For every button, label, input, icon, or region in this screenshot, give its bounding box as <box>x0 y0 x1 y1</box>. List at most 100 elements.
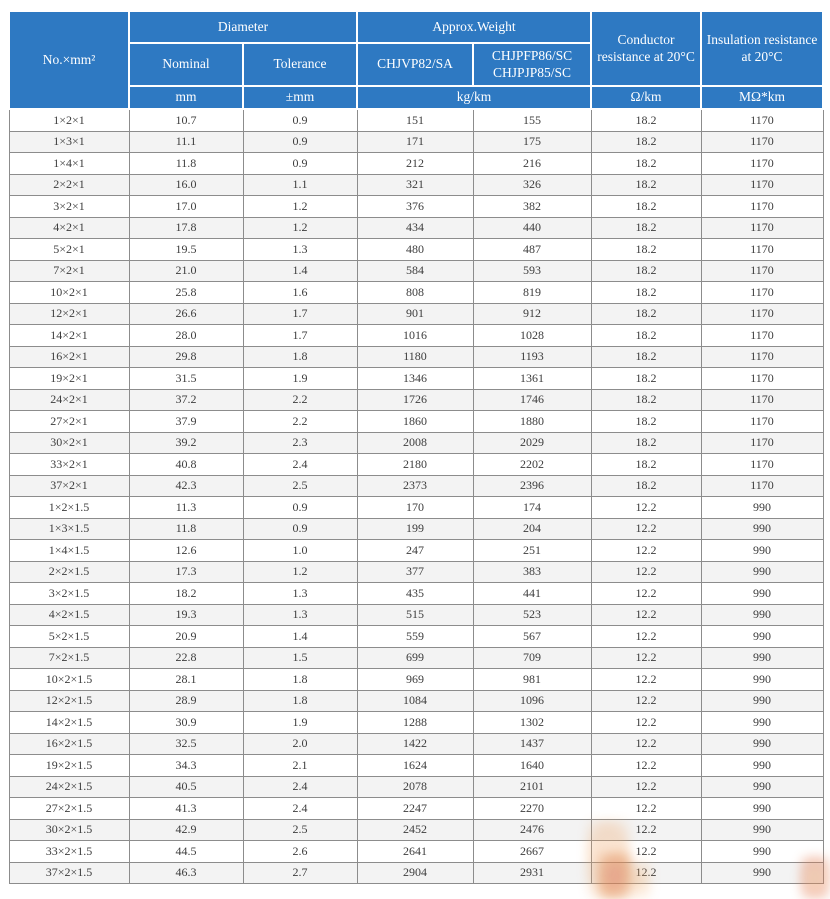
table-cell: 12.2 <box>590 818 702 841</box>
table-cell: 1.0 <box>242 539 358 562</box>
table-cell: 1.3 <box>242 603 358 626</box>
table-cell: 12.2 <box>590 840 702 863</box>
unit-conductor-ohmkm: Ω/km <box>590 85 703 110</box>
table-cell: 14×2×1 <box>8 324 130 347</box>
table-row: 16×2×1 29.8 1.8 1180 1193 18.2 1170 <box>8 345 824 368</box>
table-cell: 515 <box>356 603 474 626</box>
table-cell: 1.7 <box>242 324 358 347</box>
table-cell: 12×2×1.5 <box>8 689 130 712</box>
table-body: 1×2×1 10.7 0.9 151 155 18.2 1170 1×3×1 11.1 0.9 17… <box>8 108 824 884</box>
table-cell: 30×2×1 <box>8 431 130 454</box>
table-cell: 4×2×1 <box>8 216 130 239</box>
table-cell: 1726 <box>356 388 474 411</box>
table-cell: 326 <box>472 173 592 196</box>
table-row: 5×2×1.5 20.9 1.4 559 567 12.2 990 <box>8 625 824 648</box>
table-cell: 27×2×1 <box>8 410 130 433</box>
table-cell: 18.2 <box>590 281 702 304</box>
table-cell: 1.8 <box>242 668 358 691</box>
table-row: 33×2×1 40.8 2.4 2180 2202 18.2 1170 <box>8 453 824 476</box>
table-cell: 2904 <box>356 861 474 884</box>
table-cell: 19.5 <box>128 238 244 261</box>
table-cell: 18.2 <box>590 388 702 411</box>
table-row: 7×2×1 21.0 1.4 584 593 18.2 1170 <box>8 259 824 282</box>
table-cell: 2202 <box>472 453 592 476</box>
table-cell: 18.2 <box>590 431 702 454</box>
table-cell: 2.4 <box>242 797 358 820</box>
table-cell: 1180 <box>356 345 474 368</box>
table-cell: 40.5 <box>128 775 244 798</box>
table-cell: 46.3 <box>128 861 244 884</box>
header-tolerance: Tolerance <box>241 42 359 87</box>
table-row: 27×2×1.5 41.3 2.4 2247 2270 12.2 990 <box>8 797 824 820</box>
table-cell: 990 <box>700 560 824 583</box>
table-cell: 382 <box>472 195 592 218</box>
table-cell: 990 <box>700 625 824 648</box>
table-row: 12×2×1.5 28.9 1.8 1084 1096 12.2 990 <box>8 689 824 712</box>
unit-weight-kgkm: kg/km <box>356 85 593 110</box>
table-row: 14×2×1 28.0 1.7 1016 1028 18.2 1170 <box>8 324 824 347</box>
table-cell: 1640 <box>472 754 592 777</box>
table-cell: 30.9 <box>128 711 244 734</box>
table-cell: 2452 <box>356 818 474 841</box>
table-cell: 1170 <box>700 324 824 347</box>
table-row: 2×2×1 16.0 1.1 321 326 18.2 1170 <box>8 173 824 196</box>
table-cell: 12.2 <box>590 797 702 820</box>
table-cell: 18.2 <box>590 302 702 325</box>
table-cell: 12×2×1 <box>8 302 130 325</box>
table-cell: 1096 <box>472 689 592 712</box>
table-cell: 2.4 <box>242 775 358 798</box>
table-cell: 151 <box>356 108 474 132</box>
header-weight-type-b-line2: CHJPJP85/SC <box>492 64 572 80</box>
table-cell: 1.9 <box>242 711 358 734</box>
table-cell: 808 <box>356 281 474 304</box>
table-cell: 12.2 <box>590 668 702 691</box>
table-cell: 2078 <box>356 775 474 798</box>
table-cell: 2476 <box>472 818 592 841</box>
table-cell: 18.2 <box>590 259 702 282</box>
table-cell: 1746 <box>472 388 592 411</box>
table-row: 24×2×1.5 40.5 2.4 2078 2101 12.2 990 <box>8 775 824 798</box>
table-cell: 17.0 <box>128 195 244 218</box>
table-cell: 1.9 <box>242 367 358 390</box>
table-cell: 2.2 <box>242 410 358 433</box>
table-cell: 1170 <box>700 388 824 411</box>
table-cell: 1×2×1.5 <box>8 496 130 519</box>
table-cell: 1624 <box>356 754 474 777</box>
table-row: 19×2×1 31.5 1.9 1346 1361 18.2 1170 <box>8 367 824 390</box>
header-weight-type-b: CHJPFP86/SC CHJPJP85/SC <box>472 42 593 87</box>
table-cell: 1×3×1 <box>8 130 130 153</box>
table-cell: 2008 <box>356 431 474 454</box>
table-cell: 18.2 <box>590 173 702 196</box>
table-cell: 5×2×1 <box>8 238 130 261</box>
table-row: 4×2×1.5 19.3 1.3 515 523 12.2 990 <box>8 603 824 626</box>
table-row: 30×2×1 39.2 2.3 2008 2029 18.2 1170 <box>8 431 824 454</box>
table-cell: 1.5 <box>242 646 358 669</box>
table-cell: 377 <box>356 560 474 583</box>
table-cell: 901 <box>356 302 474 325</box>
table-cell: 26.6 <box>128 302 244 325</box>
table-cell: 487 <box>472 238 592 261</box>
table-cell: 2.0 <box>242 732 358 755</box>
table-cell: 41.3 <box>128 797 244 820</box>
header-weight-type-a: CHJVP82/SA <box>356 42 475 87</box>
table-cell: 18.2 <box>128 582 244 605</box>
table-cell: 2×2×1.5 <box>8 560 130 583</box>
table-cell: 18.2 <box>590 345 702 368</box>
table-cell: 28.1 <box>128 668 244 691</box>
table-cell: 19.3 <box>128 603 244 626</box>
table-cell: 1170 <box>700 195 824 218</box>
table-cell: 39.2 <box>128 431 244 454</box>
table-cell: 1170 <box>700 259 824 282</box>
table-cell: 174 <box>472 496 592 519</box>
table-cell: 440 <box>472 216 592 239</box>
table-cell: 3×2×1.5 <box>8 582 130 605</box>
table-cell: 1084 <box>356 689 474 712</box>
table-cell: 1170 <box>700 238 824 261</box>
table-cell: 559 <box>356 625 474 648</box>
table-row: 1×3×1 11.1 0.9 171 175 18.2 1170 <box>8 130 824 153</box>
table-row: 4×2×1 17.8 1.2 434 440 18.2 1170 <box>8 216 824 239</box>
table-cell: 1×4×1 <box>8 152 130 175</box>
unit-insulation-mohmkm: MΩ*km <box>700 85 825 110</box>
table-cell: 16×2×1.5 <box>8 732 130 755</box>
table-cell: 1170 <box>700 474 824 497</box>
